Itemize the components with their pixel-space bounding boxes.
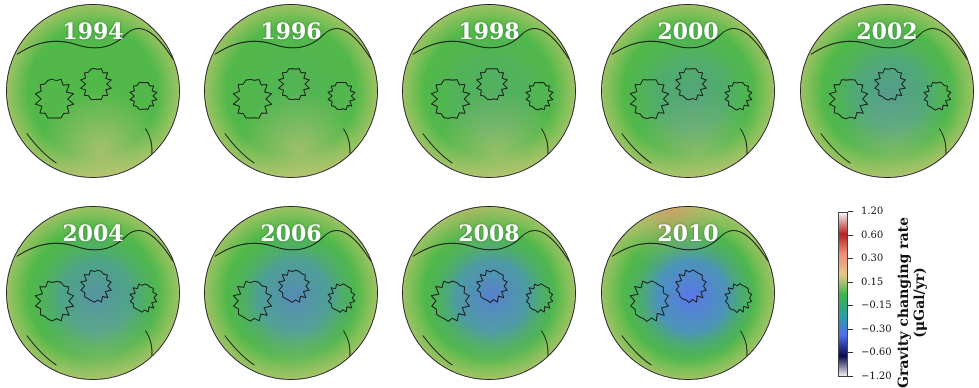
- year-label: 2006: [260, 221, 322, 247]
- colorbar-title-line1: Gravity changing rate: [896, 216, 912, 388]
- year-label: 2002: [856, 19, 918, 45]
- gravity-map-2000: 2000: [601, 4, 775, 178]
- colorbar-tick: −0.60: [848, 347, 892, 359]
- gravity-map-2006: 2006: [204, 206, 378, 380]
- year-label: 1998: [458, 19, 520, 45]
- colorbar-ticks: 1.20 0.60 0.30 0.15 −0.15 −0.30 −0.60 −1…: [848, 206, 908, 382]
- year-label: 2010: [657, 221, 719, 247]
- colorbar-legend: 1.20 0.60 0.30 0.15 −0.15 −0.30 −0.60 −1…: [834, 206, 974, 388]
- colorbar-tick: 1.20: [848, 206, 883, 218]
- colorbar-tick: 0.30: [848, 253, 883, 265]
- gravity-map-2010: 2010: [601, 206, 775, 380]
- year-label: 2000: [657, 19, 719, 45]
- year-label: 1996: [260, 19, 322, 45]
- colorbar-gradient: [838, 212, 848, 377]
- gravity-map-2008: 2008: [402, 206, 576, 380]
- year-label: 2008: [458, 221, 520, 247]
- colorbar-tick: −1.20: [848, 371, 892, 383]
- gravity-map-1998: 1998: [402, 4, 576, 178]
- year-label: 2004: [62, 221, 124, 247]
- colorbar-title-line2: (μGal/yr): [912, 267, 928, 338]
- colorbar-title: Gravity changing rate (μGal/yr): [896, 217, 928, 388]
- gravity-map-2004: 2004: [6, 206, 180, 380]
- gravity-map-1996: 1996: [204, 4, 378, 178]
- gravity-map-2002: 2002: [800, 4, 974, 178]
- colorbar-tick: 0.60: [848, 230, 883, 242]
- colorbar-tick: −0.30: [848, 324, 892, 336]
- gravity-map-1994: 1994: [6, 4, 180, 178]
- colorbar-tick: 0.15: [848, 277, 883, 289]
- year-label: 1994: [62, 19, 124, 45]
- colorbar-tick: −0.15: [848, 300, 892, 312]
